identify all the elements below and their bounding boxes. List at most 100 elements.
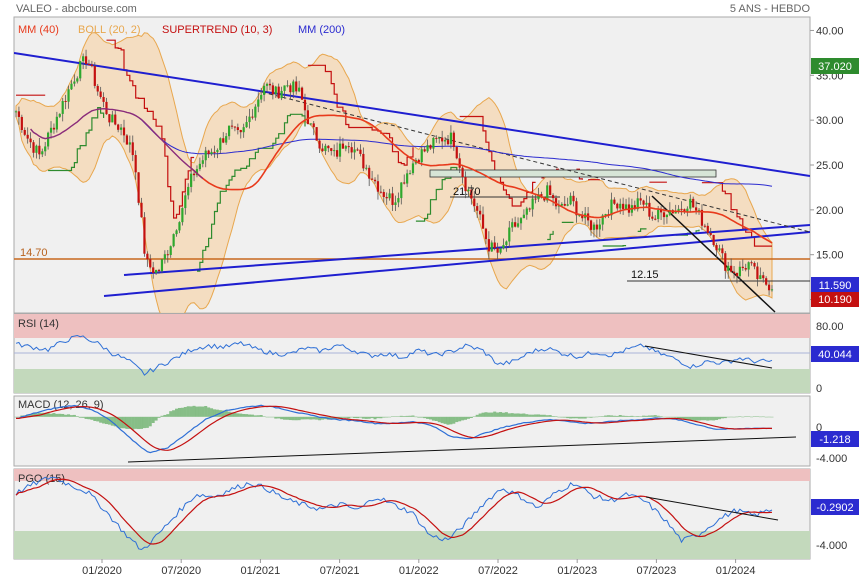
pgo-tick-4: -4.000 bbox=[816, 540, 847, 552]
macd-last-label: -1.218 bbox=[819, 434, 850, 446]
macd-histogram-bar bbox=[353, 416, 357, 418]
candle-body bbox=[692, 198, 695, 208]
candle-body bbox=[152, 267, 155, 273]
macd-histogram-bar bbox=[248, 414, 252, 417]
x-tick-label: 07/2021 bbox=[320, 565, 360, 577]
macd-histogram-bar bbox=[630, 415, 634, 417]
candle-body bbox=[651, 216, 654, 219]
candle-body bbox=[569, 195, 572, 205]
macd-histogram-bar bbox=[274, 416, 278, 419]
candle-body bbox=[225, 136, 228, 143]
macd-histogram-bar bbox=[408, 415, 412, 417]
macd-histogram-bar bbox=[586, 416, 590, 418]
macd-tick-0: 0 bbox=[816, 422, 822, 434]
macd-histogram-bar bbox=[703, 416, 707, 421]
candle-body bbox=[207, 150, 210, 154]
candle-body bbox=[289, 85, 292, 93]
candle-body bbox=[408, 173, 412, 175]
macd-histogram-bar bbox=[93, 416, 97, 421]
candle-body bbox=[76, 78, 79, 82]
candle-body bbox=[169, 246, 172, 256]
macd-histogram-bar bbox=[563, 416, 567, 418]
label-37-020: 37.020 bbox=[818, 61, 852, 73]
candle-body bbox=[730, 265, 733, 272]
candle-body bbox=[61, 100, 64, 114]
macd-histogram-bar bbox=[157, 416, 161, 418]
candle-body bbox=[172, 234, 175, 247]
macd-histogram-bar bbox=[732, 416, 736, 418]
candle-body bbox=[514, 222, 517, 227]
candle-body bbox=[64, 100, 67, 102]
macd-histogram-bar bbox=[119, 416, 123, 429]
macd-last-bg bbox=[811, 431, 859, 447]
macd-histogram-bar bbox=[64, 414, 68, 417]
candle-body bbox=[303, 99, 307, 111]
candle-body bbox=[324, 145, 327, 152]
candle-body bbox=[429, 145, 432, 149]
macd-histogram-bar bbox=[271, 416, 275, 418]
macd-histogram-bar bbox=[356, 416, 360, 419]
candle-body bbox=[271, 85, 274, 95]
macd-histogram-bar bbox=[388, 416, 392, 418]
candle-body bbox=[17, 111, 21, 117]
candle-body bbox=[703, 225, 706, 227]
pgo-line bbox=[15, 476, 773, 551]
candle-body bbox=[397, 198, 400, 203]
candle-body bbox=[338, 143, 342, 157]
candle-body bbox=[470, 189, 473, 199]
label-10-190-bg bbox=[811, 292, 859, 307]
macd-histogram-bar bbox=[309, 416, 313, 420]
candle-body bbox=[108, 114, 111, 123]
candle-body bbox=[464, 177, 467, 192]
macd-histogram-bar bbox=[294, 416, 298, 421]
macd-histogram-bar bbox=[84, 416, 88, 419]
macd-histogram-bar bbox=[373, 416, 377, 420]
candle-body bbox=[73, 81, 76, 84]
candle-body bbox=[624, 204, 628, 209]
macd-histogram-bar bbox=[236, 413, 240, 417]
candle-body bbox=[327, 145, 330, 149]
macd-histogram-bar bbox=[712, 416, 716, 421]
trendline-steep-down bbox=[651, 195, 776, 313]
price-tick-label: 40.00 bbox=[816, 25, 844, 37]
candle-body bbox=[260, 94, 263, 100]
chart-period: 5 ANS - HEBDO bbox=[730, 3, 811, 15]
candle-body bbox=[706, 225, 709, 233]
candle-body bbox=[160, 259, 164, 272]
macd-histogram-bar bbox=[428, 416, 432, 420]
macd-histogram-bar bbox=[519, 413, 523, 417]
macd-histogram-bar bbox=[650, 415, 654, 417]
macd-histogram-bar bbox=[682, 416, 686, 420]
candle-body bbox=[756, 266, 759, 280]
macd-histogram-bar bbox=[522, 413, 526, 417]
macd-histogram-bar bbox=[344, 416, 348, 418]
macd-histogram-bar bbox=[659, 416, 663, 417]
macd-histogram-bar bbox=[633, 416, 637, 417]
candle-body bbox=[102, 96, 105, 102]
macd-histogram-bar bbox=[87, 416, 91, 420]
candle-body bbox=[566, 204, 569, 206]
candle-body bbox=[105, 101, 108, 115]
candle-body bbox=[373, 179, 377, 182]
macd-histogram-bar bbox=[297, 416, 301, 421]
macd-histogram-bar bbox=[493, 411, 497, 417]
candle-body bbox=[522, 214, 525, 219]
candle-body bbox=[712, 234, 715, 246]
candle-body bbox=[499, 248, 502, 253]
macd-histogram-bar bbox=[96, 416, 100, 422]
macd-histogram-bar bbox=[52, 413, 56, 417]
macd-histogram-bar bbox=[665, 416, 669, 418]
candle-body bbox=[435, 137, 438, 139]
rsi-tick-80: 80.00 bbox=[816, 321, 844, 333]
macd-histogram-bar bbox=[154, 416, 158, 421]
macd-histogram-bar bbox=[496, 412, 500, 417]
macd-histogram-bar bbox=[102, 416, 106, 424]
candle-body bbox=[610, 199, 613, 216]
macd-histogram-bar bbox=[598, 416, 602, 417]
candle-body bbox=[376, 181, 380, 192]
macd-histogram-bar bbox=[192, 405, 196, 417]
candle-body bbox=[592, 224, 596, 230]
candle-body bbox=[665, 214, 669, 218]
candle-body bbox=[654, 218, 657, 220]
macd-histogram-bar bbox=[169, 411, 173, 417]
